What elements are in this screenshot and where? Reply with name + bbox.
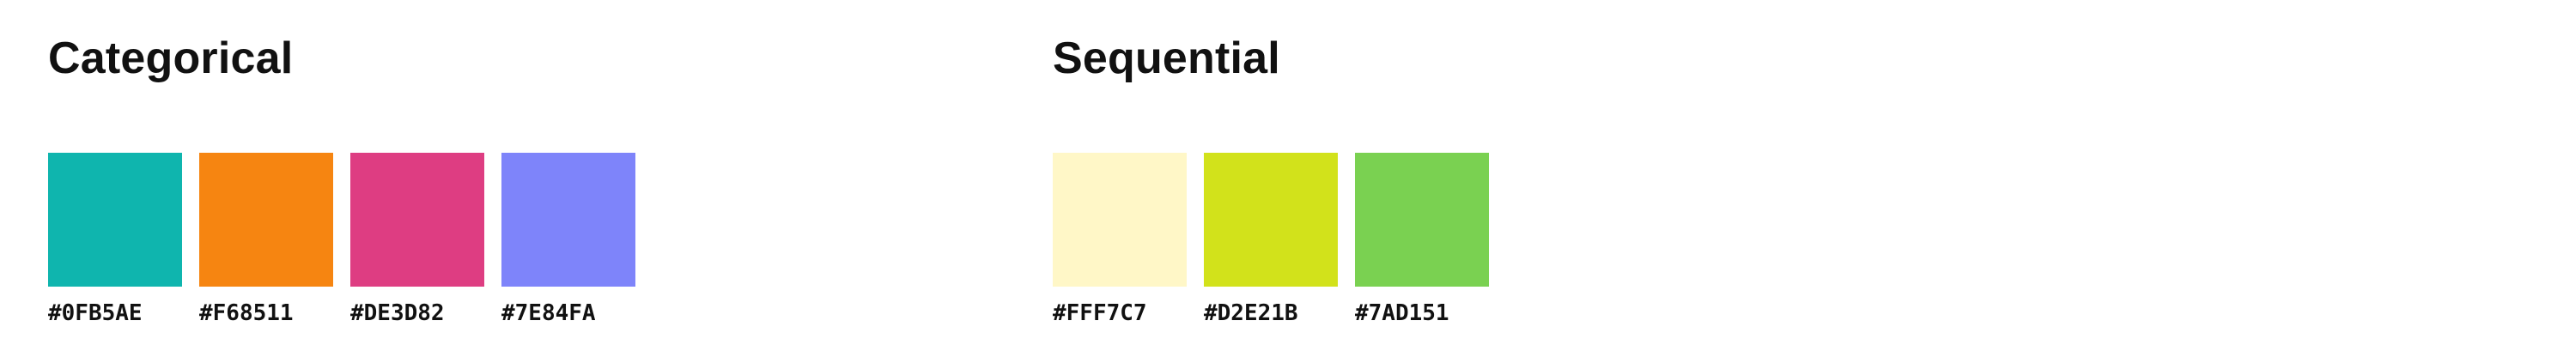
hex-code-label: #F68511	[199, 300, 294, 326]
color-swatch	[1355, 153, 1489, 287]
hex-code-label: #7AD151	[1355, 300, 1449, 326]
categorical-title: Categorical	[48, 33, 294, 83]
color-swatch	[199, 153, 333, 287]
categorical-swatch: #DE3D82	[350, 153, 484, 328]
sequential-swatch: #FFF7C7	[1053, 153, 1187, 328]
color-swatch	[350, 153, 484, 287]
hex-code-label: #FFF7C7	[1053, 300, 1147, 326]
hex-code-label: #DE3D82	[350, 300, 445, 326]
hex-code-label: #0FB5AE	[48, 300, 143, 326]
color-swatch	[1204, 153, 1338, 287]
hex-code-label: #7E84FA	[501, 300, 596, 326]
categorical-swatch: #7E84FA	[501, 153, 635, 328]
categorical-swatch-row: #0FB5AE #F68511 #DE3D82 #7E84FA	[48, 153, 635, 328]
hex-code-label: #D2E21B	[1204, 300, 1298, 326]
color-swatch	[48, 153, 182, 287]
sequential-swatch: #D2E21B	[1204, 153, 1338, 328]
sequential-swatch: #7AD151	[1355, 153, 1489, 328]
categorical-swatch: #0FB5AE	[48, 153, 182, 328]
sequential-title: Sequential	[1053, 33, 1280, 83]
color-swatch	[501, 153, 635, 287]
color-swatch	[1053, 153, 1187, 287]
categorical-swatch: #F68511	[199, 153, 333, 328]
sequential-swatch-row: #FFF7C7 #D2E21B #7AD151	[1053, 153, 1489, 328]
